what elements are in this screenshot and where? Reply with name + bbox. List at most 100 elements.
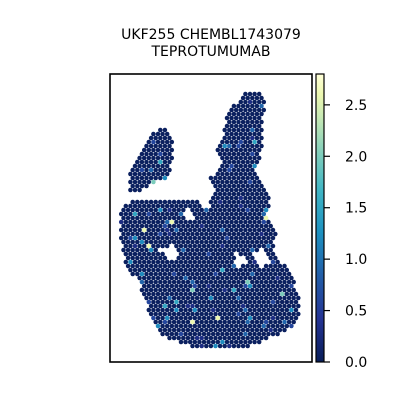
tissue-spot — [222, 199, 227, 205]
tissue-spot — [268, 311, 273, 317]
tissue-spot — [135, 263, 140, 269]
tissue-spot — [199, 231, 204, 237]
tissue-spot — [181, 279, 186, 285]
tissue-spot — [270, 291, 276, 297]
tissue-spot — [210, 259, 216, 265]
tissue-spot — [153, 247, 158, 253]
tissue-spot — [146, 235, 152, 241]
tissue-spot — [135, 231, 140, 237]
tissue-spot — [178, 315, 184, 321]
tissue-spot — [243, 307, 248, 313]
tissue-spot — [217, 199, 223, 205]
tissue-spot — [229, 267, 234, 273]
tissue-spot — [158, 175, 163, 181]
tissue-spot — [185, 271, 191, 277]
tissue-spot — [160, 163, 165, 169]
tissue-spot — [266, 227, 271, 233]
tissue-spot — [139, 239, 145, 245]
tissue-spot — [190, 271, 195, 277]
tissue-spot — [151, 267, 156, 273]
tissue-spot — [224, 155, 230, 161]
tissue-spot — [266, 203, 271, 209]
tissue-spot — [151, 211, 156, 217]
chart-title-line2: TEPROTUMUMAB — [151, 44, 271, 60]
tissue-spot — [167, 263, 172, 269]
tissue-spot — [132, 259, 138, 265]
tissue-spot — [222, 239, 227, 245]
tissue-spot — [158, 223, 163, 229]
tissue-spot — [167, 327, 172, 333]
tissue-spot — [284, 267, 290, 273]
tissue-spot — [215, 219, 221, 225]
tissue-spot — [171, 263, 177, 269]
tissue-spot — [187, 331, 193, 337]
tissue-spot — [254, 191, 260, 197]
tissue-spot — [130, 175, 135, 181]
tissue-spot — [135, 183, 140, 189]
tissue-spot — [217, 303, 223, 309]
tissue-spot — [206, 259, 211, 265]
tissue-spot — [266, 323, 271, 329]
tissue-spot — [266, 275, 271, 281]
tissue-spot — [201, 259, 207, 265]
tissue-spot — [164, 323, 170, 329]
tissue-spot — [171, 239, 177, 245]
tissue-spot — [171, 199, 177, 205]
tissue-spot — [144, 239, 149, 245]
tissue-spot — [254, 231, 260, 237]
tissue-spot — [141, 147, 147, 153]
tissue-spot — [151, 283, 156, 289]
tissue-spot — [144, 207, 149, 213]
tissue-spot — [215, 227, 221, 233]
tissue-spot — [231, 271, 237, 277]
tissue-spot — [167, 159, 172, 165]
tissue-spot — [174, 315, 179, 321]
tissue-spot — [256, 211, 262, 217]
tissue-spot — [183, 315, 188, 321]
tissue-spot — [158, 135, 163, 141]
tissue-spot — [194, 319, 200, 325]
tissue-spot — [190, 223, 195, 229]
tissue-spot — [245, 167, 250, 173]
tissue-spot — [183, 251, 188, 257]
tissue-spot — [220, 163, 225, 169]
tissue-spot — [270, 331, 276, 337]
tissue-spot — [144, 151, 149, 157]
tissue-spot — [185, 247, 191, 253]
tissue-spot — [187, 243, 193, 249]
tissue-spot — [227, 151, 232, 157]
tissue-spot — [215, 331, 221, 337]
tissue-spot — [164, 211, 170, 217]
tissue-spot — [199, 207, 204, 213]
tissue-spot — [231, 135, 237, 141]
tissue-spot — [229, 131, 234, 137]
tissue-spot — [243, 147, 248, 153]
tissue-spot — [254, 295, 260, 301]
tissue-spot — [266, 251, 271, 257]
tissue-spot — [277, 311, 283, 317]
tissue-spot — [282, 319, 287, 325]
tissue-spot — [164, 227, 170, 233]
tissue-spot — [227, 279, 232, 285]
tissue-spot — [247, 339, 253, 345]
tissue-spot — [192, 307, 198, 313]
tissue-spot — [139, 183, 145, 189]
tissue-spot — [178, 243, 184, 249]
tissue-spot — [240, 295, 246, 301]
tissue-spot — [158, 215, 163, 221]
tissue-spot — [236, 319, 241, 325]
tissue-spot — [227, 119, 232, 125]
tissue-spot — [183, 331, 188, 337]
tissue-spot — [141, 163, 147, 169]
tissue-spot — [174, 259, 179, 265]
tissue-spot — [293, 307, 299, 313]
tissue-spot — [250, 295, 255, 301]
tissue-spot — [270, 235, 276, 241]
tissue-spot — [155, 307, 161, 313]
tissue-spot — [197, 235, 202, 241]
tissue-spot — [185, 255, 191, 261]
tissue-spot — [158, 127, 163, 133]
tissue-spot — [245, 319, 250, 325]
tissue-spot — [231, 159, 237, 165]
tissue-spot — [118, 235, 124, 241]
